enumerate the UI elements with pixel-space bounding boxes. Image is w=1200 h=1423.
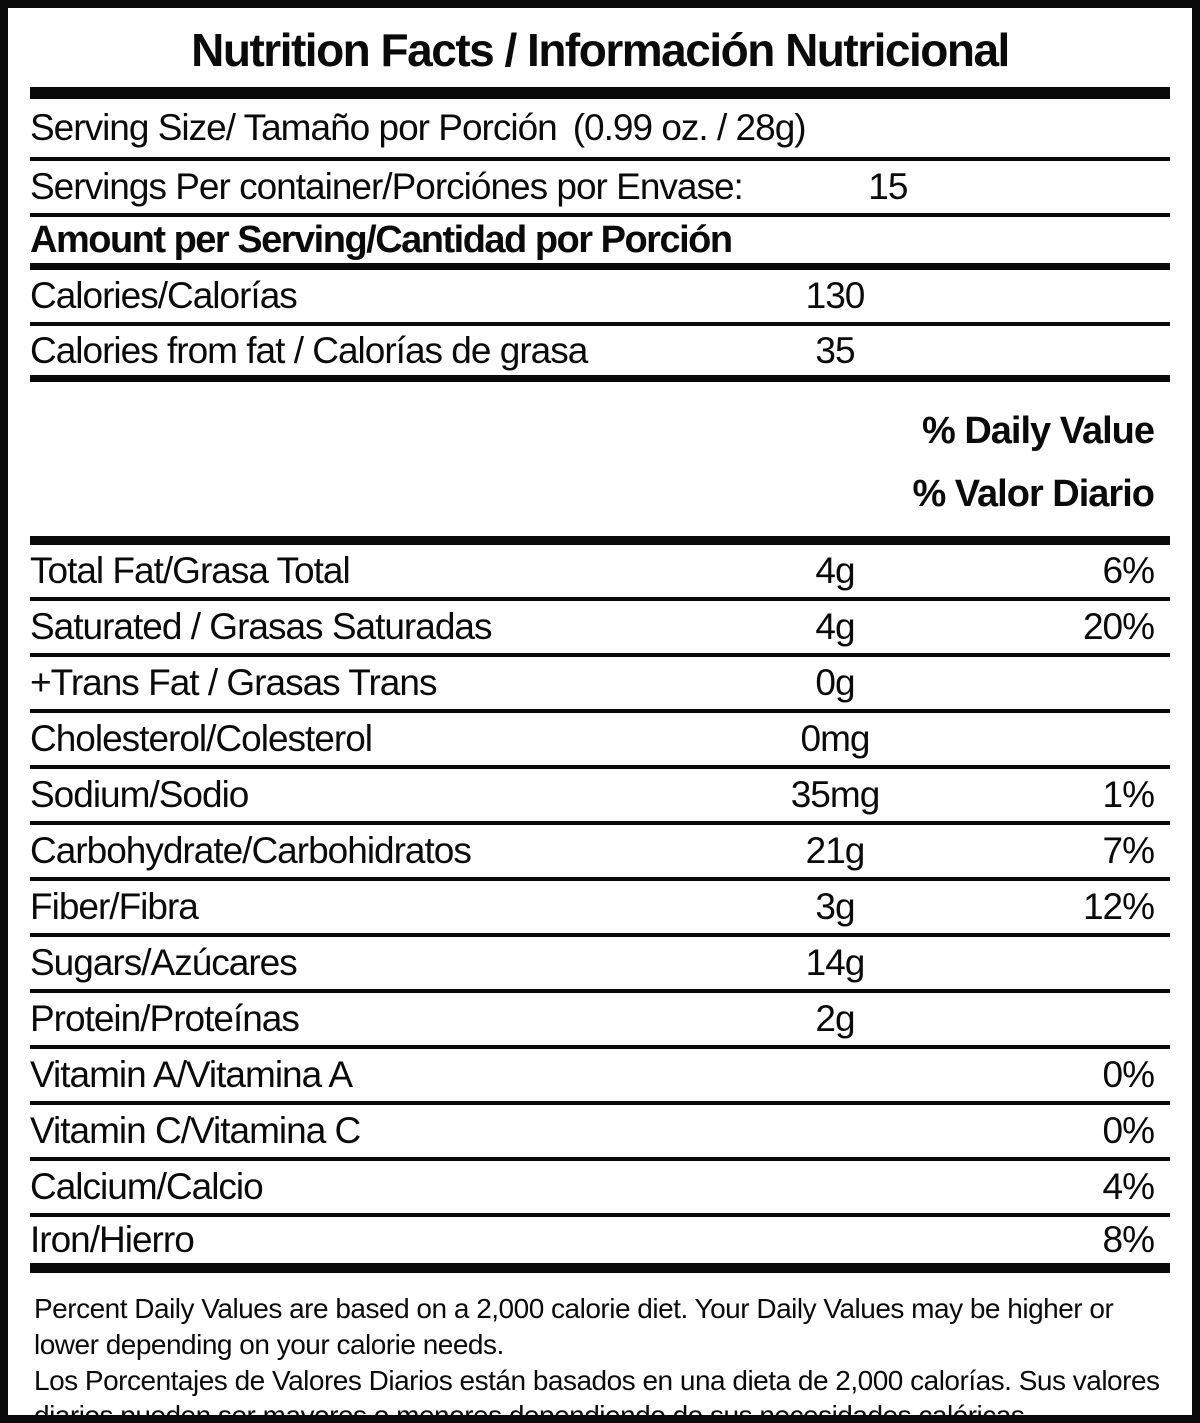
calories-label: Calories/Calorías [30, 275, 298, 316]
nutrient-amount: 0g [815, 662, 855, 703]
nutrient-amount: 4g [815, 606, 855, 647]
nutrient-label: Protein/Proteínas [30, 998, 300, 1039]
nutrient-label: Total Fat/Grasa Total [30, 550, 351, 591]
daily-value-header-es: % Valor Diario [912, 473, 1155, 515]
micronutrient-daily-value: 4% [1102, 1166, 1155, 1207]
nutrient-label: Sugars/Azúcares [30, 942, 298, 983]
nutrient-amount: 21g [805, 830, 866, 871]
calories-from-fat-label: Calories from fat / Calorías de grasa [30, 329, 588, 371]
title-divider-bar [30, 87, 1170, 99]
micronutrient-label: Vitamin A/Vitamina A [30, 1054, 353, 1095]
nutrient-rows: Total Fat/Grasa Total 4g 6% Saturated / … [30, 545, 1170, 1049]
nutrient-label: +Trans Fat / Grasas Trans [30, 662, 437, 703]
micronutrient-row: Calcium/Calcio 4% [30, 1161, 1170, 1217]
nutrient-amount: 2g [815, 998, 855, 1039]
nutrient-row: +Trans Fat / Grasas Trans 0g [30, 657, 1170, 713]
micronutrient-label: Vitamin C/Vitamina C [30, 1110, 361, 1151]
daily-value-header: % Daily Value % Valor Diario [30, 382, 1170, 545]
daily-value-header-en: % Daily Value [921, 410, 1155, 452]
serving-size-label: Serving Size/ Tamaño por Porción [30, 107, 558, 148]
nutrient-amount: 35mg [790, 774, 881, 815]
micronutrient-row: Vitamin A/Vitamina A 0% [30, 1049, 1170, 1105]
footnote: Percent Daily Values are based on a 2,00… [30, 1273, 1170, 1423]
servings-per-container-row: Servings Per container/Porciónes por Env… [30, 161, 1170, 217]
nutrient-row: Fiber/Fibra 3g 12% [30, 881, 1170, 937]
micronutrient-daily-value: 0% [1102, 1054, 1155, 1095]
calories-value: 130 [805, 275, 866, 316]
micronutrient-rows: Vitamin A/Vitamina A 0% Vitamin C/Vitami… [30, 1049, 1170, 1273]
nutrient-amount: 14g [805, 942, 866, 983]
nutrient-daily-value: 7% [1102, 830, 1155, 871]
nutrient-daily-value: 6% [1102, 550, 1155, 591]
serving-size-row: Serving Size/ Tamaño por Porción (0.99 o… [30, 99, 1170, 161]
nutrient-daily-value: 1% [1102, 774, 1155, 815]
nutrient-row: Saturated / Grasas Saturadas 4g 20% [30, 601, 1170, 657]
nutrient-row: Total Fat/Grasa Total 4g 6% [30, 545, 1170, 601]
micronutrient-label: Iron/Hierro [30, 1219, 195, 1260]
calories-from-fat-value: 35 [815, 329, 855, 371]
nutrient-amount: 4g [815, 550, 855, 591]
nutrient-row: Sugars/Azúcares 14g [30, 937, 1170, 993]
calories-row: Calories/Calorías 130 [30, 270, 1170, 326]
footnote-spanish: Los Porcentajes de Valores Diarios están… [34, 1364, 1160, 1423]
nutrient-amount: 0mg [800, 718, 871, 759]
serving-size-value: (0.99 oz. / 28g) [572, 107, 807, 148]
nutrient-row: Cholesterol/Colesterol 0mg [30, 713, 1170, 769]
nutrient-row: Carbohydrate/Carbohidratos 21g 7% [30, 825, 1170, 881]
micronutrient-daily-value: 0% [1102, 1110, 1155, 1151]
nutrient-row: Protein/Proteínas 2g [30, 993, 1170, 1049]
micronutrient-daily-value: 8% [1102, 1219, 1155, 1260]
nutrient-label: Fiber/Fibra [30, 886, 199, 927]
nutrient-amount: 3g [815, 886, 855, 927]
micronutrient-row: Vitamin C/Vitamina C 0% [30, 1105, 1170, 1161]
micronutrient-label: Calcium/Calcio [30, 1166, 264, 1207]
amount-per-serving-heading: Amount per Serving/Cantidad por Porción [30, 217, 1170, 270]
nutrient-label: Carbohydrate/Carbohidratos [30, 830, 472, 871]
nutrient-label: Cholesterol/Colesterol [30, 718, 373, 759]
servings-per-container-value: 15 [868, 166, 908, 207]
nutrient-daily-value: 12% [1082, 886, 1155, 927]
nutrient-daily-value: 20% [1082, 606, 1155, 647]
label-title: Nutrition Facts / Información Nutriciona… [191, 24, 1010, 76]
nutrient-label: Sodium/Sodio [30, 774, 249, 815]
calories-from-fat-row: Calories from fat / Calorías de grasa 35 [30, 326, 1170, 382]
footnote-english: Percent Daily Values are based on a 2,00… [34, 1293, 1114, 1360]
servings-per-container-label: Servings Per container/Porciónes por Env… [30, 166, 744, 207]
micronutrient-row: Iron/Hierro 8% [30, 1217, 1170, 1273]
nutrient-row: Sodium/Sodio 35mg 1% [30, 769, 1170, 825]
nutrient-label: Saturated / Grasas Saturadas [30, 606, 493, 647]
